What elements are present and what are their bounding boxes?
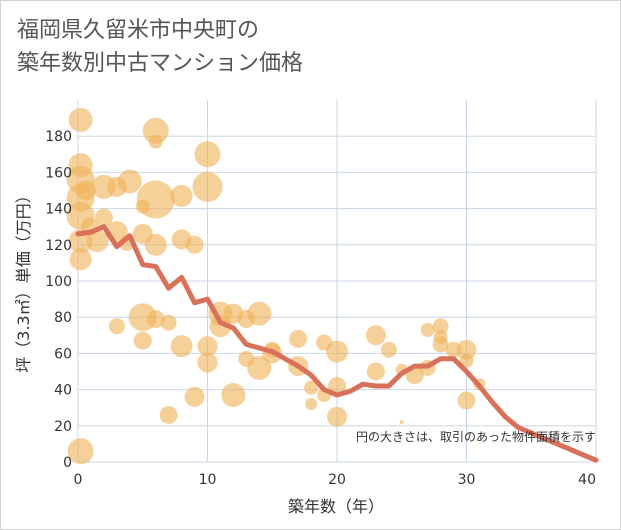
bubble-point-45	[247, 355, 272, 380]
title-line-1: 福岡県久留米市中央町の	[17, 18, 260, 43]
bubble-point-57	[365, 325, 386, 346]
bubble-point-48	[289, 329, 308, 348]
bubble-point-51	[305, 398, 318, 411]
bubble-point-25	[144, 233, 167, 256]
bubble-point-71	[457, 391, 476, 410]
bubble-point-27	[160, 314, 177, 331]
bubble-point-44	[247, 301, 272, 326]
title-line-2: 築年数別中古マンション価格	[17, 51, 304, 76]
bubble-point-7	[67, 438, 94, 465]
bubble-point-8	[75, 180, 96, 201]
bubble-point-58	[366, 362, 385, 381]
bubble-point-56	[327, 406, 347, 427]
x-tick-labels: 0 10 20 30 40	[74, 472, 596, 488]
x-tick-10: 10	[199, 472, 217, 488]
x-tick-30: 30	[458, 472, 476, 488]
bubble-point-22	[142, 117, 169, 144]
bubble-point-41	[221, 383, 246, 408]
x-tick-20: 20	[328, 472, 346, 488]
y-tick-100: 100	[45, 274, 72, 290]
bubble-point-63	[420, 322, 435, 337]
x-tick-40: 40	[578, 472, 596, 488]
y-tick-180: 180	[45, 129, 72, 145]
chart-title: 福岡県久留米市中央町の 築年数別中古マンション価格	[17, 14, 303, 80]
y-tick-40: 40	[54, 383, 72, 399]
bubble-point-36	[197, 336, 218, 357]
bubble-point-6	[69, 248, 92, 271]
bubble-point-0	[68, 107, 93, 132]
bubble-point-50	[304, 380, 319, 395]
bubble-point-29	[170, 184, 193, 207]
bubble-point-35	[192, 171, 223, 202]
bubble-point-54	[326, 340, 348, 363]
bubble-point-34	[194, 141, 221, 168]
bubble-point-17	[117, 169, 142, 194]
bubble-point-31	[170, 335, 193, 358]
bubble-point-37	[197, 352, 218, 373]
bubble-point-67	[432, 336, 449, 353]
x-axis-title: 築年数（年）	[288, 497, 384, 516]
bubble-point-21	[133, 331, 152, 350]
bubble-point-28	[159, 405, 178, 424]
bubble-point-65	[432, 318, 449, 335]
bubble-point-39	[209, 315, 232, 338]
y-tick-140: 140	[45, 202, 72, 218]
y-tick-20: 20	[54, 419, 72, 435]
bubble-size-note: 円の大きさは、取引のあった物件面積を示す	[356, 429, 596, 444]
bubble-point-10	[86, 230, 109, 253]
bubble-point-15	[108, 318, 125, 335]
trend-line	[75, 224, 599, 463]
bubble-series	[66, 107, 486, 465]
bubble-point-59	[380, 341, 397, 358]
y-tick-160: 160	[45, 165, 72, 181]
bubble-point-69	[456, 339, 477, 360]
bubble-point-24	[136, 180, 175, 219]
y-tick-0: 0	[63, 455, 72, 471]
y-tick-labels: 0 20 40 60 80 100 120 140 160 180	[45, 129, 72, 471]
y-tick-120: 120	[45, 238, 72, 254]
bubble-point-12	[94, 208, 113, 227]
y-axis-title: 坪（3.3㎡）単価（万円）	[14, 187, 33, 372]
bubble-point-60	[399, 420, 404, 425]
y-tick-80: 80	[54, 310, 72, 326]
bubble-point-23	[148, 134, 163, 149]
bubble-point-70	[459, 353, 474, 368]
bubble-point-32	[185, 235, 204, 254]
bubble-point-33	[184, 386, 205, 407]
bubble-point-26	[146, 310, 165, 329]
x-tick-0: 0	[74, 472, 83, 488]
y-tick-60: 60	[54, 346, 72, 362]
